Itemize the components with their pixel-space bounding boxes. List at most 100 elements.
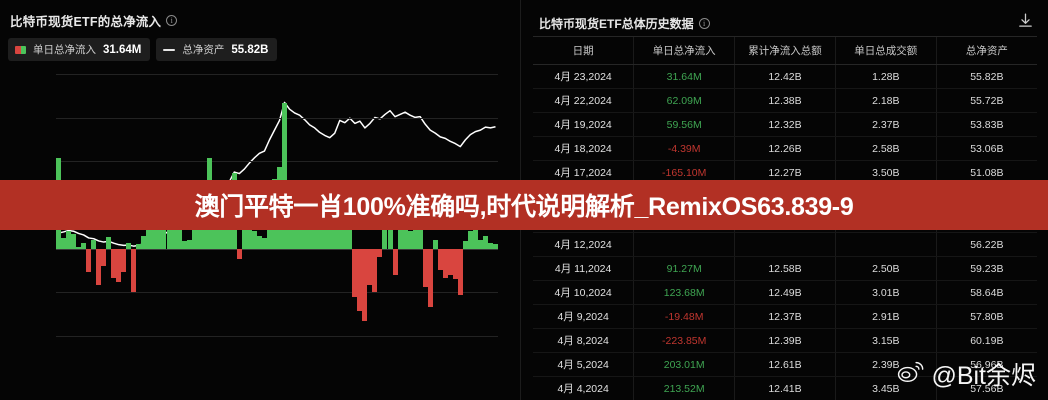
cell-date: 4月 22,2024 bbox=[533, 88, 634, 113]
chart-bar bbox=[482, 235, 488, 249]
cell-net-assets: 59.23B bbox=[935, 256, 1037, 281]
chart-bar bbox=[347, 228, 353, 249]
table-column-header-2[interactable]: 累计净流入总额 bbox=[734, 36, 836, 65]
table-row[interactable]: 4月 4,2024 213.52M 12.41B 3.45B 57.56B bbox=[533, 376, 1037, 400]
cell-volume: 3.01B bbox=[834, 280, 937, 305]
table-header: 比特币现货ETF总体历史数据 i bbox=[539, 12, 1034, 34]
chart-bar bbox=[337, 221, 343, 249]
table-row[interactable]: 4月 11,2024 91.27M 12.58B 2.50B 59.23B bbox=[533, 256, 1037, 281]
chart-bar bbox=[422, 248, 428, 287]
chart-bar bbox=[377, 248, 383, 258]
cell-date: 4月 5,2024 bbox=[533, 352, 634, 377]
legend-item-0[interactable]: 单日总净流入 31.64M bbox=[8, 38, 151, 61]
cell-volume: 2.50B bbox=[834, 256, 937, 281]
table-row[interactable]: 4月 5,2024 203.01M 12.61B 2.39B 56.96B bbox=[533, 352, 1037, 377]
table-row[interactable]: 4月 22,2024 62.09M 12.38B 2.18B 55.72B bbox=[533, 88, 1037, 113]
chart-bar bbox=[392, 248, 398, 275]
chart-bar bbox=[457, 248, 463, 296]
cell-date: 4月 8,2024 bbox=[533, 328, 634, 353]
table-column-header-4[interactable]: 总净资产 bbox=[935, 36, 1037, 65]
chart-bar bbox=[282, 103, 288, 249]
chart-bar bbox=[156, 221, 162, 249]
chart-bar bbox=[121, 248, 127, 272]
chart-bar bbox=[367, 248, 373, 286]
chart-bar bbox=[181, 241, 187, 249]
chart-bar bbox=[251, 231, 257, 249]
chart-bar bbox=[201, 219, 207, 249]
chart-bar bbox=[362, 248, 368, 322]
chart-bar bbox=[151, 225, 157, 249]
chart-bar bbox=[317, 215, 323, 249]
chart-bar bbox=[442, 248, 448, 278]
chart-bar bbox=[472, 229, 478, 249]
legend-item-1[interactable]: 总净资产 55.82B bbox=[156, 38, 278, 61]
table-row[interactable]: 4月 19,2024 59.56M 12.32B 2.37B 53.83B bbox=[533, 112, 1037, 137]
table-header-row: 日期 单日总净流入 累计净流入总额 单日总成交额 总净资产 bbox=[533, 36, 1037, 65]
table-column-header-0[interactable]: 日期 bbox=[533, 36, 634, 65]
net-assets-polyline bbox=[58, 101, 496, 247]
gridline bbox=[56, 161, 498, 163]
page-title: 比特币现货ETF的总净流入 bbox=[10, 15, 162, 29]
zero-axis-line bbox=[56, 248, 498, 250]
cell-date: 4月 4,2024 bbox=[533, 376, 634, 400]
download-icon[interactable] bbox=[1017, 12, 1034, 34]
table-column-header-3[interactable]: 单日总成交额 bbox=[834, 36, 937, 65]
cell-date: 4月 12,2024 bbox=[533, 232, 634, 257]
cell-date: 4月 23,2024 bbox=[533, 64, 634, 89]
chart-bar bbox=[226, 219, 232, 249]
cell-volume: 1.28B bbox=[834, 64, 937, 89]
chart-bar bbox=[357, 248, 363, 312]
chart-bar bbox=[76, 247, 82, 249]
chart-bar bbox=[382, 222, 388, 249]
info-icon[interactable]: i bbox=[166, 15, 178, 26]
chart-bar bbox=[261, 238, 267, 249]
chart-bar bbox=[246, 229, 252, 249]
table-row[interactable]: 4月 23,2024 31.64M 12.42B 1.28B 55.82B bbox=[533, 64, 1037, 89]
cell-net-assets: 55.72B bbox=[935, 88, 1037, 113]
chart-bar bbox=[437, 248, 443, 271]
chart-bar bbox=[161, 218, 167, 249]
table-row[interactable]: 4月 12,2024 56.22B bbox=[533, 232, 1037, 257]
info-icon[interactable]: i bbox=[698, 17, 710, 29]
chart-header: 比特币现货ETF的总净流入 i bbox=[10, 11, 178, 30]
banner-text: 澳门平特一肖100%准确吗,时代说明解析_RemixOS63.839-9 bbox=[194, 193, 854, 221]
cell-cumulative: 12.41B bbox=[734, 376, 836, 400]
chart-bar bbox=[236, 248, 242, 259]
cell-net-flow: 59.56M bbox=[633, 112, 735, 137]
cell-cumulative: 12.26B bbox=[734, 136, 836, 161]
cell-net-flow: -223.85M bbox=[633, 328, 735, 353]
chart-bar bbox=[417, 223, 423, 249]
table-row[interactable]: 4月 8,2024 -223.85M 12.39B 3.15B 60.19B bbox=[533, 328, 1037, 353]
chart-bar bbox=[136, 244, 142, 249]
chart-bar bbox=[447, 248, 453, 275]
table-row[interactable]: 4月 18,2024 -4.39M 12.26B 2.58B 53.06B bbox=[533, 136, 1037, 161]
cell-net-assets: 57.80B bbox=[935, 304, 1037, 329]
chart-bar bbox=[66, 231, 72, 249]
cell-cumulative: 12.49B bbox=[734, 280, 836, 305]
chart-bar bbox=[372, 248, 378, 293]
cell-volume: 2.39B bbox=[834, 352, 937, 377]
chart-bar bbox=[111, 248, 117, 278]
chart-bar bbox=[402, 215, 408, 249]
table-title: 比特币现货ETF总体历史数据 bbox=[539, 16, 694, 31]
chart-bar bbox=[427, 248, 433, 307]
chart-bar bbox=[96, 248, 102, 286]
table-row[interactable]: 4月 9,2024 -19.48M 12.37B 2.91B 57.80B bbox=[533, 304, 1037, 329]
table-column-header-1[interactable]: 单日总净流入 bbox=[633, 36, 735, 65]
chart-bar bbox=[86, 248, 92, 272]
chart-bar bbox=[342, 225, 348, 249]
cell-cumulative: 12.32B bbox=[734, 112, 836, 137]
cell-net-flow: 91.27M bbox=[633, 256, 735, 281]
chart-bar bbox=[241, 228, 247, 249]
chart-bar bbox=[322, 216, 328, 249]
cell-date: 4月 18,2024 bbox=[533, 136, 634, 161]
legend-label: 总净资产 bbox=[182, 44, 225, 56]
chart-bar bbox=[126, 242, 132, 249]
table-row[interactable]: 4月 10,2024 123.68M 12.49B 3.01B 58.64B bbox=[533, 280, 1037, 305]
cell-net-assets: 56.96B bbox=[935, 352, 1037, 377]
cell-net-assets: 53.06B bbox=[935, 136, 1037, 161]
chart-bar bbox=[91, 239, 97, 249]
cell-net-assets: 53.83B bbox=[935, 112, 1037, 137]
chart-bar bbox=[397, 219, 403, 249]
